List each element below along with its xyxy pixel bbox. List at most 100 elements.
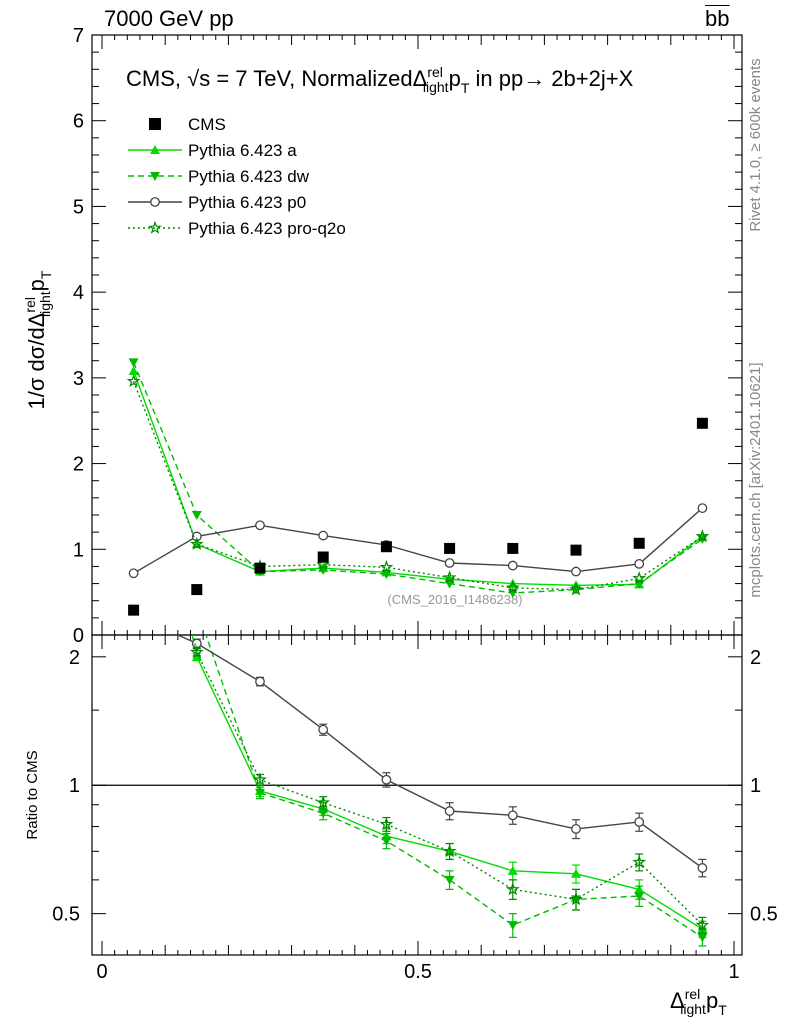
series-marker-3 — [379, 559, 394, 574]
title-prefix: CMS, — [126, 66, 187, 91]
watermark: (CMS_2016_I1486238) — [387, 592, 522, 607]
ratio-marker-1 — [255, 788, 265, 798]
ratio-tick-label-right: 2 — [750, 647, 761, 669]
y-tick-label: 3 — [73, 368, 84, 390]
ratio-marker-1 — [697, 933, 708, 943]
data-point — [633, 537, 645, 549]
legend-item-2: Pythia 6.423 p0 — [128, 193, 306, 212]
ratio-marker-3 — [505, 882, 520, 896]
series-marker-3 — [569, 582, 583, 596]
ratio-marker-1 — [318, 809, 329, 819]
legend-label: Pythia 6.423 pro-q2o — [188, 219, 346, 238]
title-rel: rel — [427, 64, 443, 80]
data-point — [696, 417, 708, 429]
xlabel-p: p — [706, 988, 718, 1013]
legend-item-0: Pythia 6.423 a — [128, 141, 297, 160]
y-tick-label: 5 — [73, 196, 84, 218]
ylabel-light: light — [37, 291, 53, 317]
ratio-tick-label: 2 — [69, 647, 80, 669]
x-tick-label: 1 — [728, 961, 739, 983]
ratio-tick-label: 0.5 — [52, 904, 80, 926]
series-marker-0 — [128, 366, 139, 375]
series-marker-2 — [255, 520, 265, 531]
legend-label: CMS — [188, 115, 226, 134]
legend-item-3: Pythia 6.423 pro-q2o — [128, 219, 346, 238]
series-marker-3 — [505, 580, 520, 594]
ratio-marker-2 — [444, 806, 455, 816]
ylabel-prefix: 1/σ dσ/dΔ — [24, 312, 49, 409]
ratio-marker-1 — [192, 604, 202, 613]
legend-marker — [150, 197, 160, 207]
ratio-marker-1 — [129, 337, 139, 346]
ratio-marker-2 — [381, 774, 392, 785]
ylabel-rel: rel — [22, 297, 38, 313]
title-t: T — [461, 80, 470, 96]
xlabel-rel: rel — [685, 986, 701, 1002]
legend-marker — [150, 145, 160, 154]
title-light: light — [423, 79, 449, 95]
series-marker-3 — [632, 571, 647, 585]
legend-marker — [150, 172, 160, 181]
data-point — [254, 562, 266, 574]
legend-data-marker — [149, 118, 161, 130]
ratio-marker-2 — [255, 676, 265, 687]
process-label-text: bb — [705, 6, 730, 31]
series-marker-2 — [444, 558, 455, 568]
data-point — [128, 604, 140, 616]
legend-item-1: Pythia 6.423 dw — [128, 167, 310, 186]
title-p: p — [449, 66, 461, 91]
series-line-2 — [133, 507, 703, 574]
ratio-marker-0 — [571, 868, 581, 878]
y-tick-label: 0 — [73, 625, 84, 647]
ratio-line-1 — [205, 635, 703, 938]
ratio-marker-3 — [253, 772, 267, 786]
ratio-marker-3 — [189, 644, 204, 659]
y-tick-label: 7 — [73, 25, 84, 47]
ratio-marker-3 — [569, 892, 583, 906]
legend-label: Pythia 6.423 a — [188, 141, 297, 160]
data-point — [570, 544, 582, 556]
ratio-marker-3 — [632, 854, 647, 869]
energy-label: 7000 GeV pp — [104, 6, 234, 31]
mcplots-label: mcplots.cern.ch [arXiv:2401.10621] — [747, 362, 764, 597]
xlabel-light: light — [680, 1001, 706, 1017]
legend: CMS Pythia 6.423 a Pythia 6.423 dw Pythia 6… — [128, 115, 346, 238]
title-delta: Δ — [413, 66, 428, 91]
x-tick-label: 0.5 — [404, 961, 432, 983]
chart-title: CMS, √s = 7 TeV, NormalizedΔrel lightpT i… — [126, 64, 634, 96]
series-marker-1 — [191, 511, 202, 520]
ratio-tick-label-right: 0.5 — [750, 904, 778, 926]
ratio-marker-2 — [571, 824, 581, 834]
series-marker-3 — [126, 373, 141, 388]
main-plot-area: 0 1 2 3 4 5 6 7 — [73, 25, 743, 647]
legend-marker — [148, 220, 162, 234]
ratio-axis-label: Ratio to CMS — [24, 750, 41, 839]
ratio-marker-0 — [129, 343, 139, 352]
title-sqrt-s: √s — [187, 66, 210, 91]
xlabel-t: T — [718, 1002, 727, 1018]
series-marker-2 — [571, 566, 581, 577]
ylabel-p: p — [24, 279, 49, 291]
ratio-marker-3 — [316, 795, 331, 809]
ratio-marker-3 — [695, 917, 710, 932]
data-point — [380, 541, 392, 553]
process-label: bb — [705, 6, 729, 32]
ratio-line-2 — [176, 635, 703, 869]
series-marker-2 — [191, 531, 202, 542]
ratio-marker-1 — [634, 892, 645, 902]
ratio-marker-2 — [697, 863, 708, 873]
series-marker-1 — [381, 570, 392, 580]
series-marker-3 — [695, 529, 710, 543]
ratio-line-3 — [192, 635, 703, 926]
ratio-marker-0 — [507, 865, 518, 875]
rivet-label: Rivet 4.1.0, ≥ 600k events — [747, 58, 764, 231]
y-tick-label: 4 — [73, 282, 84, 304]
legend-label: Pythia 6.423 p0 — [188, 193, 306, 212]
ratio-marker-3 — [379, 816, 394, 831]
series-line-0 — [132, 370, 703, 587]
legend-label: Pythia 6.423 dw — [188, 167, 310, 186]
x-tick-label: 0 — [96, 961, 107, 983]
ratio-marker-2 — [634, 817, 645, 827]
ratio-line-0 — [191, 635, 703, 930]
series-marker-2 — [507, 560, 518, 571]
